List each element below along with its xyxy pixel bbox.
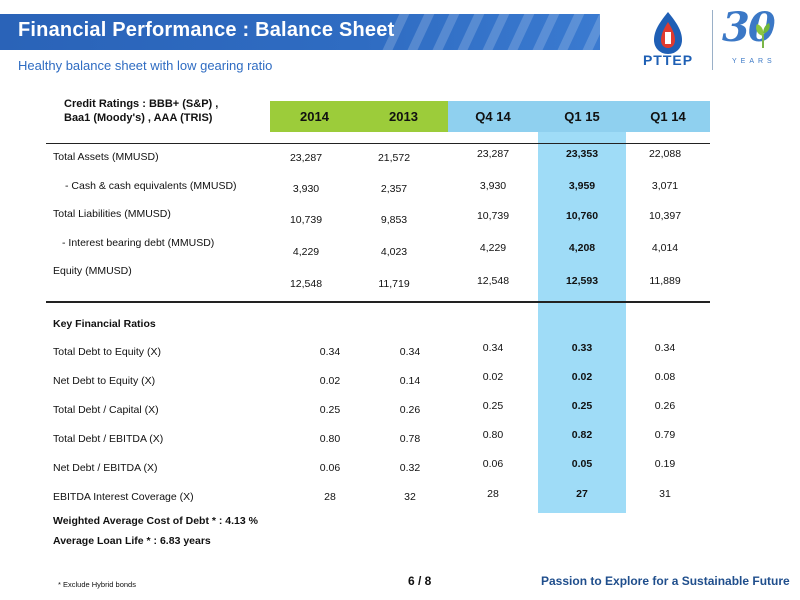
ratings-line-2: Baa1 (Moody's) , AAA (TRIS) [64, 112, 213, 124]
cell: 3,930 [292, 183, 320, 195]
cell: 28 [487, 488, 499, 500]
leaf-icon [756, 23, 770, 48]
cell: 0.80 [319, 433, 341, 445]
cell: 2,357 [380, 183, 408, 195]
credit-ratings: Credit Ratings : BBB+ (S&P) , Baa1 (Mood… [64, 97, 218, 125]
pttep-logo-icon [654, 12, 682, 54]
cell: 0.34 [319, 346, 341, 358]
row-label-debt-to-capital: Total Debt / Capital (X) [53, 404, 159, 416]
logo-divider [712, 10, 713, 70]
column-header-2013: 2013 [359, 101, 448, 132]
table-top-rule [46, 143, 710, 144]
cell: 0.34 [482, 342, 504, 354]
tagline: Passion to Explore for a Sustainable Fut… [541, 574, 790, 588]
cell: 3,959 [568, 180, 596, 192]
cell: 12,593 [565, 275, 599, 287]
cell: 21,572 [377, 152, 411, 164]
cell: 31 [659, 488, 671, 500]
row-label-equity: Equity (MMUSD) [53, 265, 132, 277]
row-label-interest-bearing-debt: - Interest bearing debt (MMUSD) [62, 237, 215, 249]
cell: 23,287 [476, 148, 510, 160]
cell: 0.05 [571, 458, 593, 470]
row-label-net-debt-to-equity: Net Debt to Equity (X) [53, 375, 156, 387]
page-subtitle: Healthy balance sheet with low gearing r… [18, 58, 273, 73]
cell: 0.25 [571, 400, 593, 412]
page-title: Financial Performance : Balance Sheet [18, 19, 395, 41]
cell: 0.02 [482, 371, 504, 383]
anniversary-sub: YEARS [732, 58, 776, 65]
row-label-total-assets: Total Assets (MMUSD) [53, 151, 159, 163]
cell: 0.25 [319, 404, 341, 416]
cell: 0.08 [654, 371, 676, 383]
cell: 0.82 [571, 429, 593, 441]
cell: 0.26 [654, 400, 676, 412]
row-label-net-debt-to-ebitda: Net Debt / EBITDA (X) [53, 462, 158, 474]
column-header-q1-14: Q1 14 [626, 101, 710, 132]
cell: 0.26 [399, 404, 421, 416]
cell: 22,088 [648, 148, 682, 160]
cell: 0.14 [399, 375, 421, 387]
ratings-line-1: Credit Ratings : BBB+ (S&P) , [64, 98, 219, 110]
page-number: 6 / 8 [408, 574, 432, 588]
cell: 0.80 [482, 429, 504, 441]
table-section-rule [46, 301, 710, 303]
cell: 0.32 [399, 462, 421, 474]
cell: 4,229 [292, 246, 320, 258]
row-label-interest-coverage: EBITDA Interest Coverage (X) [53, 491, 194, 503]
cell: 3,930 [479, 180, 507, 192]
cell: 10,760 [565, 210, 599, 222]
cell: 0.78 [399, 433, 421, 445]
cell: 0.34 [654, 342, 676, 354]
cell: 4,229 [479, 242, 507, 254]
cell: 10,397 [648, 210, 682, 222]
cell: 3,071 [651, 180, 679, 192]
cell: 0.06 [319, 462, 341, 474]
cell: 32 [404, 491, 416, 503]
cell: 4,208 [568, 242, 596, 254]
cell: 0.33 [571, 342, 593, 354]
logo-text: PTTEP [642, 52, 694, 68]
cell: 12,548 [476, 275, 510, 287]
column-header-q4-14: Q4 14 [448, 101, 538, 132]
column-header-q1-15: Q1 15 [538, 101, 626, 132]
highlight-column-q115 [538, 132, 626, 513]
row-label-total-liabilities: Total Liabilities (MMUSD) [53, 208, 171, 220]
cell: 23,353 [565, 148, 599, 160]
cell: 9,853 [380, 214, 408, 226]
cell: 12,548 [289, 278, 323, 290]
cell: 0.34 [399, 346, 421, 358]
row-label-debt-to-equity: Total Debt to Equity (X) [53, 346, 161, 358]
cell: 0.02 [571, 371, 593, 383]
cell: 0.79 [654, 429, 676, 441]
cell: 0.06 [482, 458, 504, 470]
wacd-note: Weighted Average Cost of Debt * : 4.13 % [53, 515, 258, 527]
footnote: * Exclude Hybrid bonds [58, 580, 136, 589]
cell: 28 [324, 491, 336, 503]
cell: 27 [576, 488, 588, 500]
cell: 4,023 [380, 246, 408, 258]
cell: 10,739 [289, 214, 323, 226]
row-label-debt-to-ebitda: Total Debt / EBITDA (X) [53, 433, 164, 445]
banner-stripes [370, 14, 600, 50]
cell: 0.02 [319, 375, 341, 387]
loan-life-note: Average Loan Life * : 6.83 years [53, 535, 211, 547]
title-banner [0, 14, 600, 50]
column-header-2014: 2014 [270, 101, 359, 132]
cell: 11,889 [649, 275, 681, 287]
cell: 0.19 [654, 458, 676, 470]
cell: 4,014 [651, 242, 679, 254]
cell: 0.25 [482, 400, 504, 412]
cell: 23,287 [289, 152, 323, 164]
cell: 11,719 [378, 278, 410, 290]
row-label-cash: - Cash & cash equivalents (MMUSD) [65, 180, 237, 192]
cell: 10,739 [476, 210, 510, 222]
ratios-heading: Key Financial Ratios [53, 318, 156, 330]
